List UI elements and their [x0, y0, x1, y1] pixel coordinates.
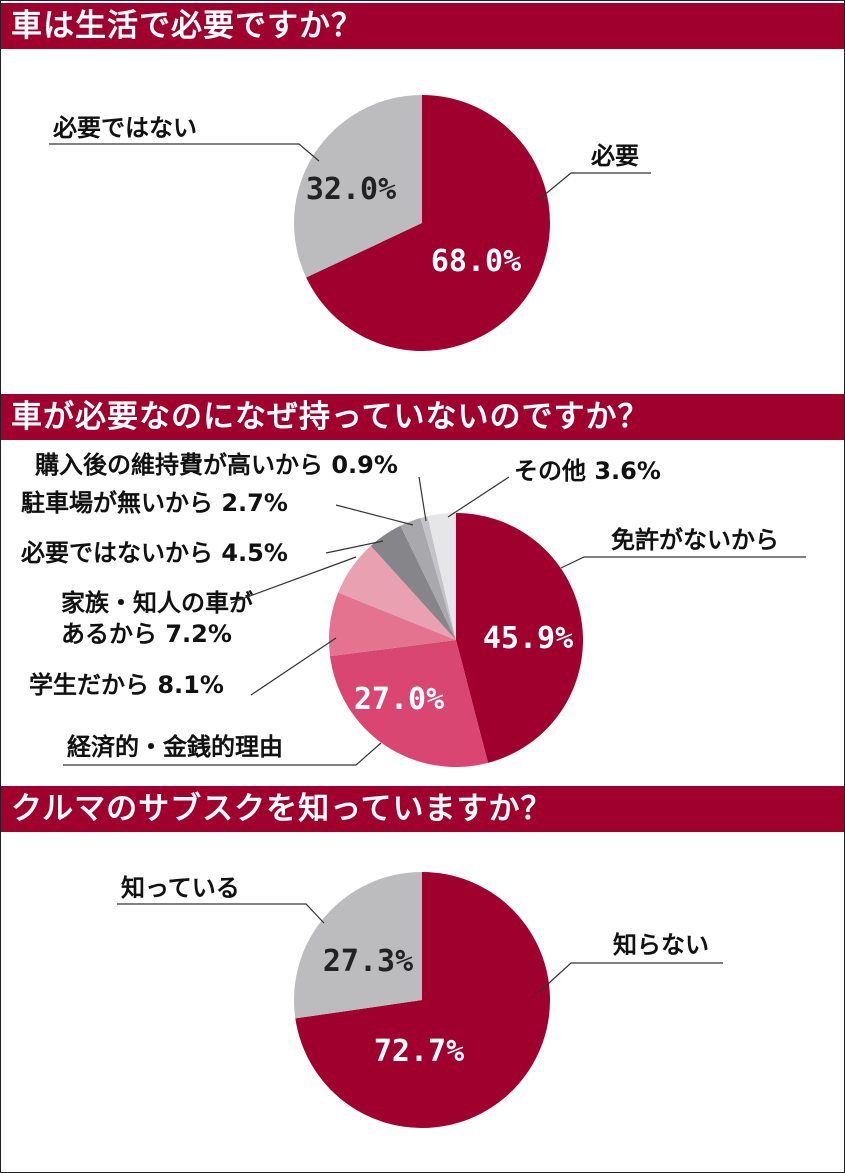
- chart-2-leader-line-6: [418, 476, 427, 522]
- chart-1-pie: 68.0% 32.0% 必要 必要ではない: [49, 95, 651, 351]
- chart-3-pie: 72.7% 27.3% 知らない 知っている: [117, 872, 723, 1128]
- chart-2-title: 車が必要なのになぜ持っていないのですか？: [1, 394, 844, 440]
- chart-2-slice-0: [456, 513, 583, 763]
- chart-1-slice-0: [306, 95, 550, 351]
- chart-2-legend-label-6: 購入後の維持費が高いから 0.9%: [35, 451, 398, 479]
- chart-2-leader-line-5: [335, 504, 414, 526]
- chart-2-legend-label-5: 駐車場が無いから 2.7%: [21, 489, 288, 517]
- chart-3-leader-line-1: [117, 903, 325, 924]
- chart-1-legend-label-1: 必要ではない: [53, 114, 197, 142]
- chart-2-legend-label-3a: 家族・知人の車が: [61, 589, 253, 617]
- chart-2-value-label-1: 27.0%: [354, 682, 444, 717]
- chart-2-slice-7: [427, 513, 456, 640]
- chart-1-value-label-0: 68.0%: [431, 244, 521, 279]
- chart-2-slice-1: [330, 640, 488, 767]
- chart-2-legend-label-3b: あるから 7.2%: [61, 620, 232, 648]
- chart-2-legend-label-2: 学生だから 8.1%: [29, 671, 224, 699]
- chart-1-legend-label-0: 必要: [591, 142, 639, 170]
- chart-1-title: 車は生活で必要ですか？: [1, 3, 844, 49]
- chart-2-leader-line-0: [560, 556, 806, 569]
- chart-2-leader-line-1: [63, 742, 382, 766]
- chart-2-leader-line-3: [230, 556, 357, 604]
- chart-3-value-label-1: 27.3%: [323, 944, 413, 979]
- chart-3-slice-1: [293, 872, 422, 1019]
- chart-2-slice-6: [420, 516, 456, 640]
- chart-3-slice-0: [295, 872, 550, 1128]
- chart-3-title: クルマのサブスクを知っていますか？: [1, 786, 844, 832]
- chart-2-slice-3: [338, 545, 456, 640]
- chart-2-slice-5: [400, 518, 456, 640]
- chart-1-leader-line-0: [536, 172, 651, 202]
- chart-2-slice-4: [370, 525, 456, 640]
- chart-2-leader-line-2: [250, 637, 337, 696]
- chart-2-slice-2: [329, 592, 456, 657]
- chart-2-legend-label-7: その他 3.6%: [514, 457, 661, 485]
- chart-2-value-label-0: 45.9%: [483, 621, 573, 656]
- chart-2-legend-label-4: 必要ではないから 4.5%: [21, 539, 288, 567]
- chart-1-slice-1: [293, 95, 422, 278]
- chart-1-leader-line-1: [49, 143, 320, 162]
- chart-3-leader-line-0: [537, 962, 723, 994]
- chart-2-leader-line-4: [325, 540, 384, 554]
- chart-3-value-label-0: 72.7%: [374, 1034, 464, 1069]
- chart-3-legend-label-1: 知っている: [121, 874, 240, 902]
- chart-1-value-label-1: 32.0%: [306, 172, 396, 207]
- chart-2-leader-line-7: [447, 476, 510, 518]
- chart-2-legend-label-0: 免許がないから: [611, 526, 779, 554]
- chart-3-legend-label-0: 知らない: [613, 931, 709, 959]
- chart-2-legend-label-1: 経済的・金銭的理由: [67, 733, 283, 761]
